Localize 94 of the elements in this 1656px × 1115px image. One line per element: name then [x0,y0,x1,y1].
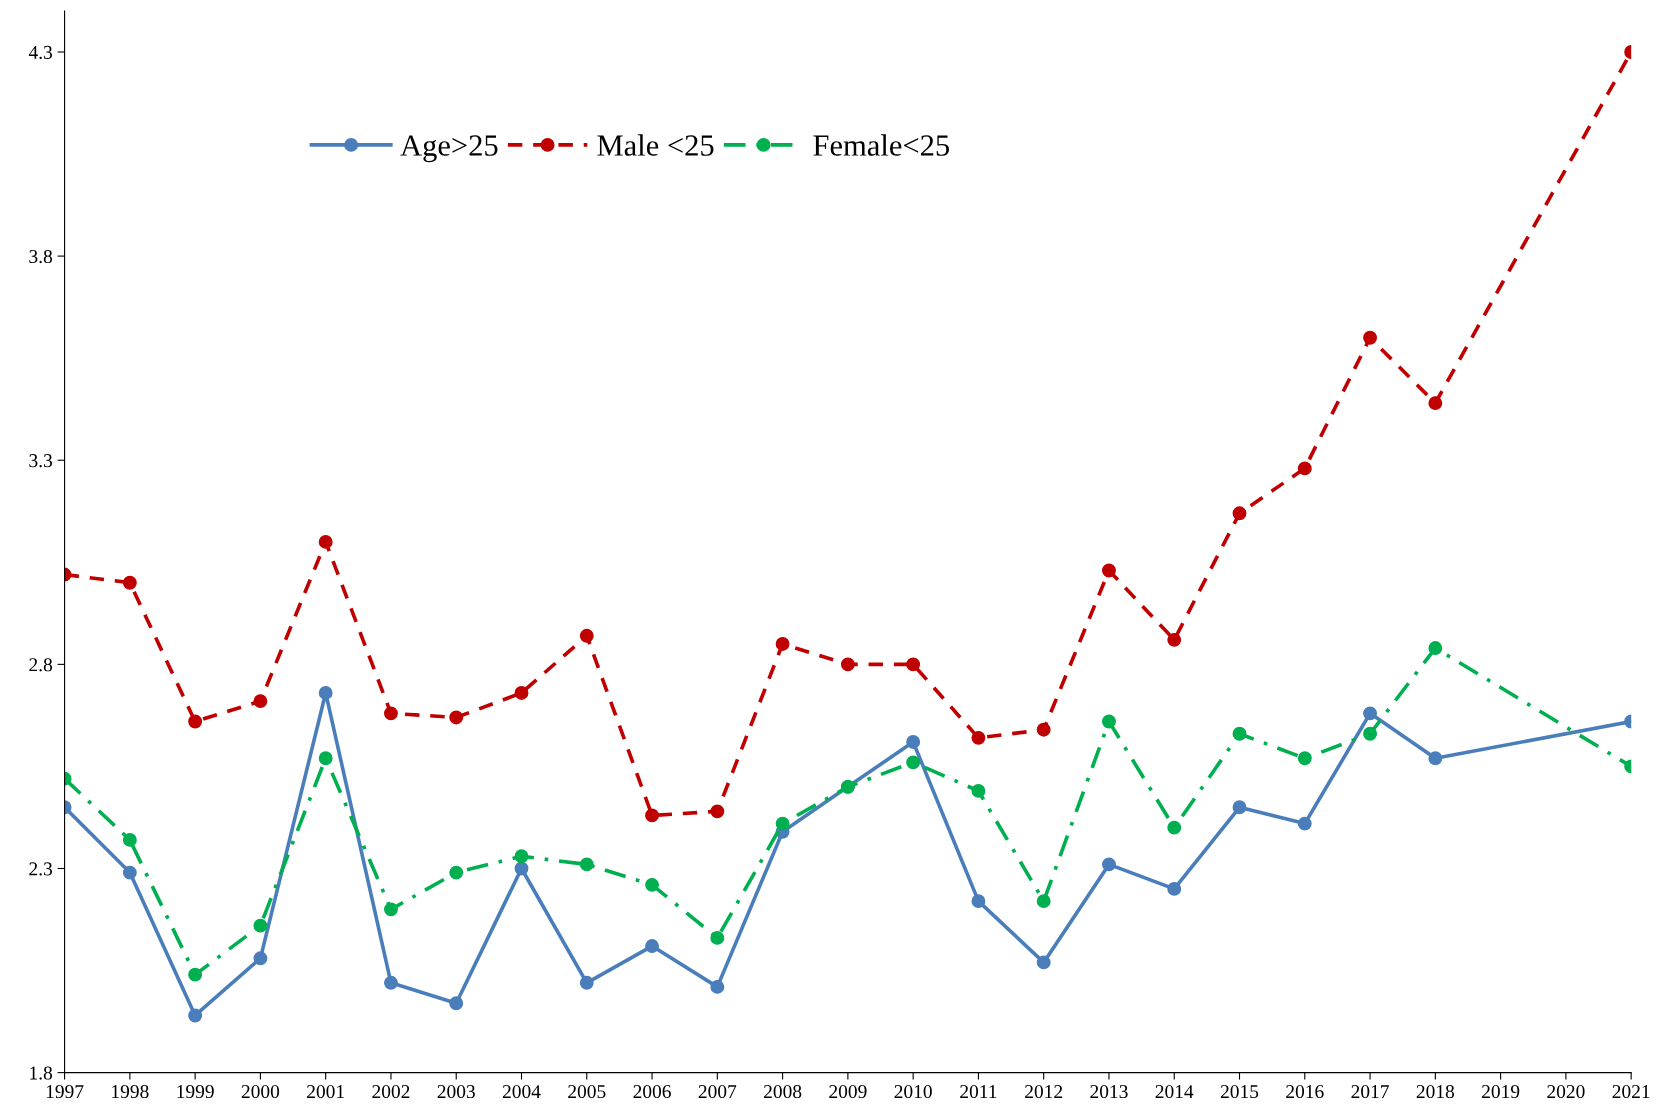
point [579,628,594,643]
point [1036,722,1051,737]
x-tick-label: 2016 [1286,1085,1324,1099]
point [579,975,594,990]
point [645,939,659,954]
x-tick-label: 2006 [633,1085,671,1099]
y-tick-label: 2.8 [29,658,53,672]
point [775,637,790,651]
point [318,751,333,766]
point [318,686,333,700]
point [1232,726,1247,741]
point [449,865,464,880]
legend-label: Female<25 [813,134,950,156]
point [318,534,333,549]
point [645,877,659,892]
point [253,918,268,933]
x-tick-label: 2002 [372,1085,410,1099]
x-tick-label: 2020 [1547,1085,1585,1099]
point [1102,563,1116,578]
point [384,706,398,721]
y-tick-label: 4.3 [28,45,53,59]
point [384,975,398,990]
x-tick-label: 2010 [894,1085,932,1099]
point [971,894,986,909]
x-tick-label: 1998 [112,1085,149,1099]
point [1167,632,1182,647]
point [906,755,921,770]
x-tick-label: 2001 [307,1085,344,1099]
point [971,730,986,745]
y-tick-label: 3.3 [29,454,53,468]
x-tick-label: 2003 [437,1085,475,1099]
point [579,857,594,872]
point [710,979,725,994]
x-tick-label: 2000 [241,1085,280,1099]
y-tick-label: 1.8 [30,1066,53,1080]
point [1232,800,1247,815]
point [710,804,725,819]
point [710,930,725,945]
x-tick-label: 2011 [960,1085,997,1099]
point [1102,714,1116,729]
point [1297,816,1312,831]
point [1232,506,1247,521]
y-tick-label: 2.3 [29,862,53,876]
point [1297,461,1312,476]
point [775,816,790,831]
point [1428,641,1443,655]
x-tick-label: 2019 [1482,1085,1520,1099]
point [188,1008,203,1023]
x-tick-label: 2021 [1612,1085,1650,1099]
x-tick-label: 2008 [764,1085,802,1099]
point [1363,330,1378,345]
point [514,686,529,700]
point [645,808,659,823]
x-tick-label: 2014 [1155,1085,1194,1099]
x-tick-label: 2005 [568,1085,606,1099]
point [449,710,464,725]
point [1428,396,1443,411]
point [188,714,203,729]
point [1428,751,1443,766]
point [122,575,137,590]
x-tick-label: 2013 [1090,1085,1128,1099]
x-tick-label: 2012 [1025,1085,1063,1099]
point [253,694,268,709]
x-tick-label: 1997 [46,1085,84,1099]
point [514,861,529,876]
point [1363,706,1378,721]
point [122,865,137,880]
point [514,849,529,864]
point [384,902,398,917]
legend-label: Age>25 [400,135,498,163]
y-tick-label: 3.8 [29,249,53,264]
x-tick-label: 2009 [829,1085,867,1099]
point [1167,820,1182,835]
point [253,951,268,966]
point [1102,857,1116,872]
point [1297,751,1312,766]
point [906,734,921,749]
point [1167,881,1182,896]
point [906,657,921,672]
x-tick-label: 2018 [1416,1085,1455,1099]
x-tick-label: 2004 [502,1085,541,1099]
point [1363,726,1378,741]
point [449,996,464,1011]
point [122,832,137,847]
point [840,657,855,672]
x-tick-label: 2007 [698,1085,737,1099]
point [188,967,203,982]
x-tick-label: 2015 [1220,1085,1259,1099]
legend-label: Male <25 [597,134,714,156]
x-tick-label: 2017 [1351,1085,1389,1099]
point [971,783,986,798]
point [1036,955,1051,970]
x-tick-label: 1999 [177,1085,214,1099]
point [1036,894,1051,909]
